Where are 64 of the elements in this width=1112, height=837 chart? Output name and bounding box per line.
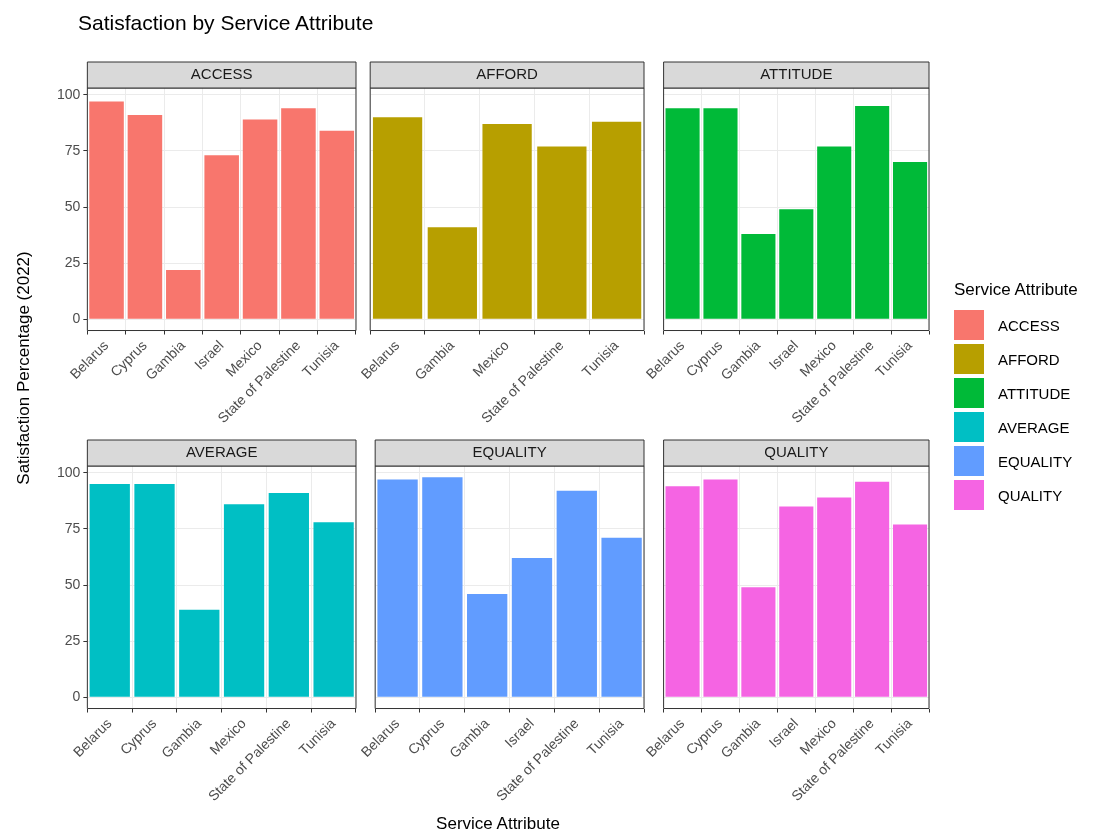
bar xyxy=(665,108,700,319)
bar xyxy=(817,146,852,319)
text: AFFORD xyxy=(476,65,538,83)
bar xyxy=(703,479,738,697)
bar xyxy=(427,227,477,319)
legend-label: QUALITY xyxy=(998,486,1063,504)
bar xyxy=(741,233,776,319)
bar xyxy=(855,105,890,319)
y-tick-label: 75 xyxy=(64,519,81,536)
bar xyxy=(511,558,553,697)
x-axis-title: Service Attribute xyxy=(436,814,560,834)
bar xyxy=(166,269,201,319)
text: QUALITY xyxy=(764,443,829,461)
bar xyxy=(204,155,239,319)
bar xyxy=(892,162,928,319)
bar xyxy=(89,483,130,697)
bar xyxy=(467,594,508,697)
legend-title: Service Attribute xyxy=(954,280,1078,300)
bar xyxy=(703,108,738,319)
bar xyxy=(482,123,532,319)
legend-label: AVERAGE xyxy=(998,418,1070,436)
bar xyxy=(422,477,463,697)
bar xyxy=(372,117,423,319)
y-axis-title: Satisfaction Percentage (2022) xyxy=(14,251,34,485)
chart-title: Satisfaction by Service Attribute xyxy=(78,11,374,35)
y-tick-label: 0 xyxy=(72,688,81,705)
bar xyxy=(817,497,852,697)
text: ACCESS xyxy=(190,65,253,83)
bar xyxy=(591,121,642,319)
text: AVERAGE xyxy=(185,443,258,461)
bar xyxy=(855,481,890,697)
y-tick-label: 50 xyxy=(64,197,81,214)
bar xyxy=(319,130,355,319)
bar xyxy=(89,101,124,319)
legend-label: ACCESS xyxy=(998,316,1060,334)
bar xyxy=(665,486,700,697)
bar xyxy=(242,119,278,319)
bar xyxy=(134,483,175,697)
bar xyxy=(556,490,597,697)
bar xyxy=(601,537,642,697)
bar xyxy=(779,506,814,697)
text: EQUALITY xyxy=(472,443,547,461)
bar xyxy=(779,209,814,319)
y-tick-label: 25 xyxy=(64,254,81,271)
bar xyxy=(268,492,309,697)
bar xyxy=(377,479,418,697)
bar xyxy=(313,522,354,697)
legend-label: AFFORD xyxy=(998,350,1060,368)
bar xyxy=(537,146,587,319)
bar xyxy=(741,587,776,697)
y-tick-label: 50 xyxy=(64,575,81,592)
text: ATTITUDE xyxy=(760,65,833,83)
bar xyxy=(127,114,163,319)
bar xyxy=(281,108,316,319)
legend-label: ATTITUDE xyxy=(998,384,1071,402)
bar xyxy=(892,524,928,697)
bar xyxy=(223,504,265,697)
legend-label: EQUALITY xyxy=(998,452,1073,470)
y-tick-label: 100 xyxy=(57,85,81,102)
y-tick-label: 75 xyxy=(64,141,81,158)
y-tick-label: 100 xyxy=(57,463,81,480)
y-tick-label: 25 xyxy=(64,632,81,649)
bar xyxy=(179,609,220,697)
y-tick-label: 0 xyxy=(72,310,81,327)
